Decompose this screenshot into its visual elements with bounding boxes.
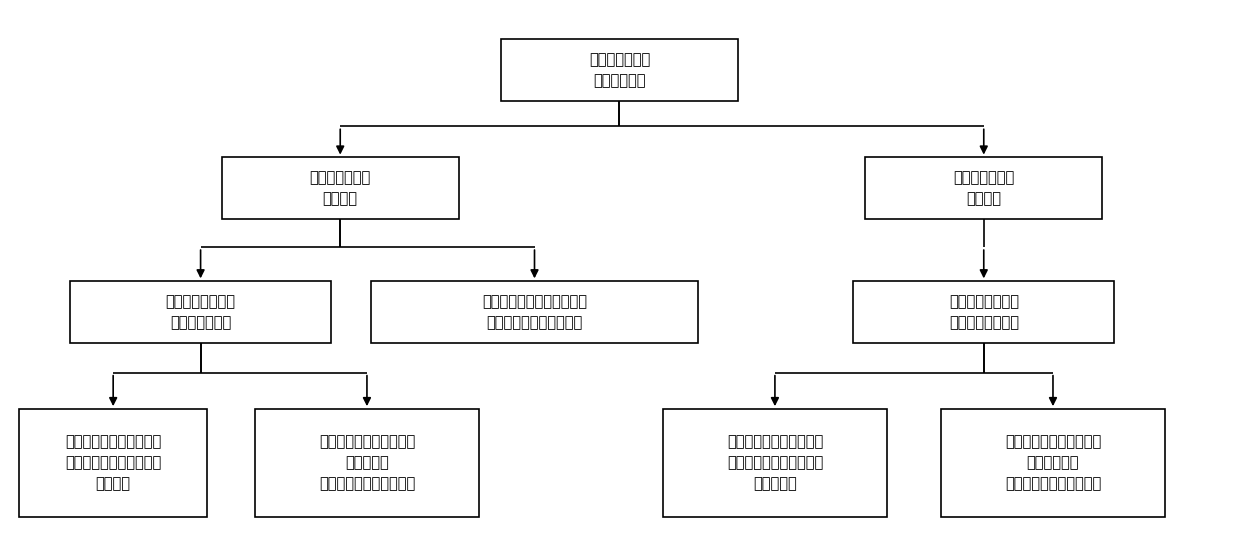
FancyBboxPatch shape — [255, 409, 479, 517]
Text: 二次供水温度与
一次流量有关: 二次供水温度与 一次流量有关 — [589, 52, 650, 88]
Text: 二次供水温度随一次流量
随动变化，
一次流量与其他因素无关: 二次供水温度随一次流量 随动变化， 一次流量与其他因素无关 — [318, 434, 415, 491]
Text: 二次供水温度根据
一次流量自主调节: 二次供水温度根据 一次流量自主调节 — [949, 294, 1018, 330]
FancyBboxPatch shape — [663, 409, 887, 517]
FancyBboxPatch shape — [865, 158, 1103, 220]
Text: 根据一次流量自主调节，且
一次流量与室外温度有关: 根据一次流量自主调节，且 一次流量与室外温度有关 — [482, 294, 587, 330]
FancyBboxPatch shape — [19, 409, 207, 517]
FancyBboxPatch shape — [940, 409, 1166, 517]
FancyBboxPatch shape — [854, 281, 1114, 343]
FancyBboxPatch shape — [71, 281, 331, 343]
FancyBboxPatch shape — [222, 158, 458, 220]
Text: 一次流量与室外
温度有关: 一次流量与室外 温度有关 — [310, 170, 370, 206]
FancyBboxPatch shape — [370, 281, 699, 343]
FancyBboxPatch shape — [501, 39, 738, 101]
Text: 根据时间调节一次流量，
二次供水温度根据一次流
量自主调节: 根据时间调节一次流量， 二次供水温度根据一次流 量自主调节 — [727, 434, 823, 491]
Text: 二次供水温度随一
次流量随动变化: 二次供水温度随一 次流量随动变化 — [166, 294, 235, 330]
Text: 根据时间调节一次流量，
二次供水温度随一次流量
随动变化: 根据时间调节一次流量， 二次供水温度随一次流量 随动变化 — [64, 434, 161, 491]
Text: 一次流量与室外
温度无关: 一次流量与室外 温度无关 — [953, 170, 1015, 206]
Text: 二次供水温度根据一次流
量自主调节，
一次流量与其他因素无关: 二次供水温度根据一次流 量自主调节， 一次流量与其他因素无关 — [1005, 434, 1101, 491]
